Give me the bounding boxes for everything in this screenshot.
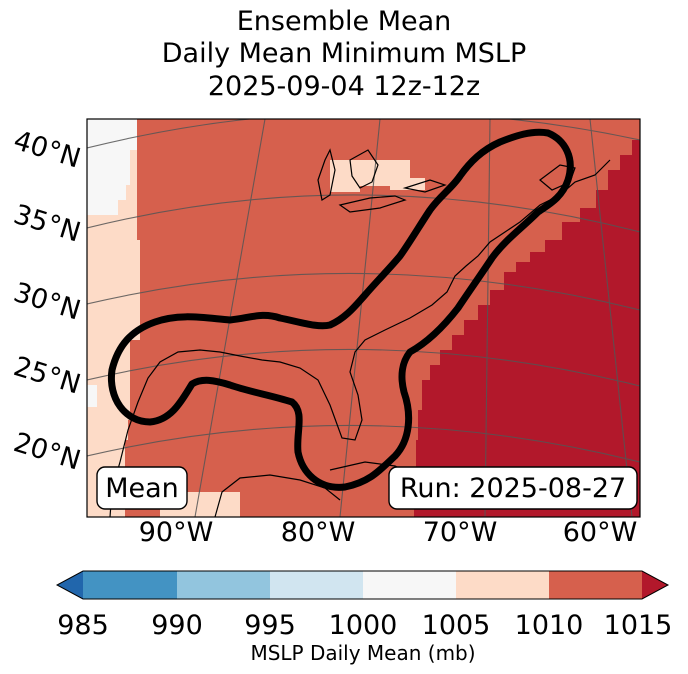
colorbar-bin-985-990 xyxy=(83,571,177,599)
colorbar-tick-990: 990 xyxy=(151,610,203,641)
colorbar-extend-high xyxy=(642,571,668,599)
lon-label-60w: 60°W xyxy=(563,517,638,548)
coastline-great-lakes-huron xyxy=(349,149,379,189)
lat-label-30n: 30°N xyxy=(10,277,84,327)
lon-label-90w: 90°W xyxy=(139,517,214,548)
graticule xyxy=(87,119,640,517)
coastline-great-lakes-michigan xyxy=(317,148,336,201)
meridian-80w xyxy=(339,119,381,517)
lon-label-70w: 70°W xyxy=(423,517,498,548)
coastline-atlantic-gulf xyxy=(109,159,611,517)
chart-title-line-2: Daily Mean Minimum MSLP xyxy=(161,38,527,69)
colorbar-bin-995-1000 xyxy=(270,571,363,599)
parallel-20n xyxy=(87,424,640,463)
colorbar-tick-985: 985 xyxy=(57,610,109,641)
coastline-great-lakes-erie xyxy=(338,195,407,213)
run-badge-text: Run: 2025-08-27 xyxy=(400,473,626,504)
colorbar-tick-1015: 1015 xyxy=(604,610,673,641)
colorbar-outline xyxy=(55,570,670,600)
stat-badge-text: Mean xyxy=(105,473,179,504)
mslp-band-1000-1005-patch xyxy=(87,385,97,407)
colorbar-tick-995: 995 xyxy=(244,610,296,641)
lat-label-25n: 25°N xyxy=(10,351,84,401)
colorbar-tick-1000: 1000 xyxy=(329,610,398,641)
run-badge: Run: 2025-08-27 xyxy=(388,466,638,510)
meridian-60w xyxy=(589,119,633,517)
parallel-30n xyxy=(87,272,640,311)
lat-label-35n: 35°N xyxy=(10,199,84,249)
colorbar-label: MSLP Daily Mean (mb) xyxy=(250,641,475,665)
colorbar-bin-1010-1015 xyxy=(549,571,642,599)
colorbar: 985 990 995 1000 1005 1010 1015 MSLP Dai… xyxy=(55,570,673,665)
lon-label-80w: 80°W xyxy=(281,517,356,548)
coastline-great-lakes-ontario xyxy=(402,179,447,193)
colorbar-tick-1005: 1005 xyxy=(422,610,491,641)
colorbar-tick-1010: 1010 xyxy=(515,610,584,641)
chart-title-line-1: Ensemble Mean xyxy=(236,6,452,37)
colorbar-bin-1000-1005 xyxy=(363,571,456,599)
colorbar-bin-990-995 xyxy=(177,571,270,599)
colorbar-extend-low xyxy=(57,571,83,599)
parallel-35n xyxy=(87,194,640,233)
parallel-40n xyxy=(87,119,640,149)
parallel-25n xyxy=(87,348,640,387)
chart-title-line-3: 2025-09-04 12z-12z xyxy=(207,71,481,102)
lat-label-40n: 40°N xyxy=(10,125,84,175)
colorbar-bin-1005-1010 xyxy=(456,571,549,599)
meridian-70w xyxy=(484,119,491,517)
map-frame xyxy=(86,118,641,518)
mslp-band-1000-1005-northwest xyxy=(87,119,137,215)
lat-label-20n: 20°N xyxy=(10,427,84,477)
threshold-contour xyxy=(107,128,574,491)
mslp-band-1005-1010-north xyxy=(330,160,425,192)
mslp-band-above-1015-east xyxy=(414,140,640,517)
stat-badge: Mean xyxy=(96,466,188,510)
